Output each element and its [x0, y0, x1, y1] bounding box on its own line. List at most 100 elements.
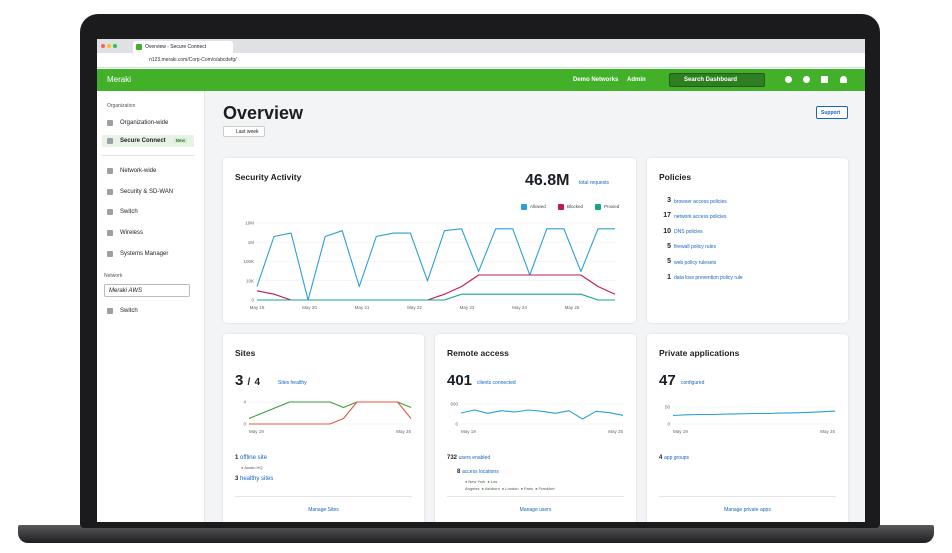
brand[interactable]: Meraki [107, 75, 132, 84]
divider [447, 496, 624, 497]
search-box[interactable]: Search Dashboard [669, 73, 765, 87]
support-button[interactable]: Support [816, 106, 848, 119]
location: ●London [502, 486, 519, 491]
policy-count: 5 [667, 242, 671, 250]
card-title: Policies [659, 172, 692, 182]
offline-count: 1 [235, 455, 239, 461]
network-name[interactable]: Demo Networks [573, 77, 619, 83]
apps-icon[interactable] [821, 76, 828, 83]
notification-icon[interactable] [785, 76, 792, 83]
clients-label[interactable]: clients connected [477, 380, 516, 386]
y-tick-label: 50 [665, 405, 671, 410]
nav-item[interactable]: Switch [102, 305, 194, 317]
configured-label[interactable]: configured [681, 380, 705, 386]
divider [659, 496, 836, 497]
footer-link[interactable]: Manage Sites [308, 507, 339, 513]
y-tick-label: 1M [248, 240, 255, 245]
sites-healthy-count: 3 / 4 [235, 372, 260, 389]
clients-count: 401 [447, 372, 473, 389]
nav-item[interactable]: Switch [102, 206, 194, 218]
location: ●Paris [521, 486, 534, 491]
x-tick-label: May 25 [396, 429, 411, 434]
x-tick-label: May 25 [565, 305, 580, 310]
policy-link[interactable]: network access policies [674, 213, 727, 220]
users-label[interactable]: users enabled [458, 455, 491, 461]
series-line [672, 410, 836, 417]
remote-card: Remote access 401 clients connected 732 … [435, 334, 636, 522]
y-tick-label: 0 [251, 298, 254, 303]
nav-item[interactable]: Secure Connect New [102, 135, 194, 147]
location-dot: ● [465, 479, 468, 484]
series-line [257, 293, 615, 301]
top-nav: Meraki Demo Networks Admin Search Dashbo… [97, 69, 865, 91]
footer-link[interactable]: Manage users [519, 507, 552, 513]
location-dot: ● [481, 485, 484, 491]
location: ●Ashburn [481, 486, 499, 491]
tab-title: Overview - Secure Connect [145, 44, 207, 50]
screen: Overview - Secure Connect n123.meraki.co… [97, 39, 865, 522]
security-card: Security Activity 46.8M total requests A… [223, 158, 636, 323]
series-line [249, 401, 412, 425]
x-tick-label: May 25 [820, 429, 835, 434]
policy-link[interactable]: data loss prevention policy rule [674, 275, 743, 281]
status-label[interactable]: Sites healthy [278, 380, 307, 386]
policy-count: 10 [663, 227, 671, 235]
total-requests: 46.8M [525, 172, 570, 189]
site-name: Austin HQ [244, 465, 263, 470]
window-dot [101, 44, 105, 48]
y-tick-label: 600 [450, 402, 458, 407]
card-title: Security Activity [235, 172, 302, 182]
location-dot: ● [520, 485, 523, 491]
section-label: Network [104, 273, 123, 279]
total: 4 [254, 377, 261, 388]
nav-icon [107, 120, 113, 126]
network-select[interactable]: Meraki AWS [104, 284, 190, 297]
user-icon[interactable] [840, 76, 847, 83]
offline-label[interactable]: offline site [240, 455, 267, 461]
y-tick-label: 0 [667, 422, 670, 427]
url[interactable]: n123.meraki.com/Corp-Com/o/abcdefg/ [149, 57, 237, 63]
nav-label: Wireless [120, 230, 144, 237]
policy-link[interactable]: firewall policy rules [674, 244, 716, 251]
footer-link[interactable]: Manage private apps [724, 507, 771, 513]
nav-icon [107, 209, 113, 216]
nav-label: Network-wide [120, 168, 157, 174]
card-title: Private applications [659, 348, 740, 358]
policy-count: 1 [667, 273, 671, 281]
location-name: Los Angeles [465, 479, 498, 491]
card-title: Remote access [447, 348, 509, 358]
window-dot [107, 44, 111, 48]
card-title: Sites [235, 348, 256, 358]
policy-link[interactable]: DNS policies [674, 229, 703, 236]
y-tick-label: 100K [243, 259, 254, 264]
nav-label: Systems Manager [120, 250, 169, 257]
nav-item[interactable]: Systems Manager [102, 248, 194, 260]
locations-label[interactable]: access locations [462, 469, 499, 475]
legend-swatch [521, 204, 527, 210]
x-tick-label: May 23 [460, 305, 475, 310]
policy-link[interactable]: web policy rulesets [674, 259, 717, 266]
range-select[interactable]: Last week [223, 126, 265, 137]
y-tick-label: 10K [246, 278, 254, 283]
new-badge: New [173, 138, 187, 143]
policy-link[interactable]: browser access policies [674, 198, 727, 205]
healthy-label[interactable]: healthy sites [240, 476, 274, 482]
location-dot: ● [487, 479, 490, 484]
tab-bar: Overview - Secure Connect [97, 39, 865, 53]
nav-item[interactable]: Network-wide [102, 165, 194, 177]
users-count: 732 [447, 455, 458, 461]
nav-item[interactable]: Wireless [102, 227, 194, 239]
admin-menu[interactable]: Admin [627, 77, 646, 83]
nav-item[interactable]: Organization-wide [102, 117, 194, 129]
total-label[interactable]: total requests [579, 180, 610, 186]
private-card: Private applications 47 configured 4 app… [647, 334, 848, 522]
nav-item[interactable]: Security & SD-WAN [102, 186, 194, 198]
browser-tab[interactable]: Overview - Secure Connect [133, 41, 233, 53]
nav-label: Security & SD-WAN [120, 188, 174, 195]
help-icon[interactable] [803, 76, 810, 83]
x-tick-label: May 24 [512, 305, 527, 310]
address-bar: n123.meraki.com/Corp-Com/o/abcdefg/ [97, 53, 865, 68]
search-placeholder: Search Dashboard [684, 77, 738, 83]
groups-label[interactable]: app groups [664, 455, 690, 461]
